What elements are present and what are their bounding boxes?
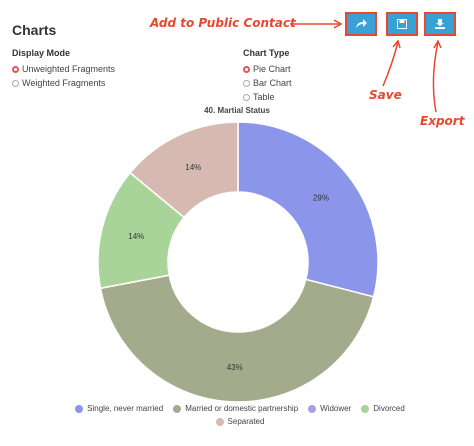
legend-swatch (215, 417, 224, 426)
group-label: Display Mode (12, 48, 71, 58)
legend-swatch (308, 404, 317, 413)
radio-option[interactable]: Weighted Fragments (12, 76, 115, 90)
chart-type: Chart Type Pie Chart Bar Chart Table (243, 48, 292, 104)
radio-option[interactable]: Unweighted Fragments (12, 62, 115, 76)
group-label: Chart Type (243, 48, 290, 58)
option-label: Bar Chart (253, 78, 292, 88)
data-label: 14% (128, 232, 144, 241)
data-label: 29% (313, 194, 329, 203)
annotation: Export (420, 114, 465, 128)
radio-option[interactable]: Bar Chart (243, 76, 292, 90)
radio-option[interactable]: Pie Chart (243, 62, 292, 76)
legend-item[interactable]: Single, never married (75, 404, 163, 413)
annotation: Save (369, 88, 402, 102)
annotation: Add to Public Contact (150, 16, 296, 30)
data-label: 43% (227, 363, 243, 372)
share-button[interactable] (345, 12, 377, 36)
legend: Single, never married Married or domestic… (70, 404, 410, 426)
annotation-arrows (290, 19, 442, 113)
legend-label: Separated (227, 417, 265, 426)
legend-item[interactable]: Married or domestic partnership (173, 404, 298, 413)
legend-item[interactable]: Separated (215, 417, 265, 426)
chart: 40. Martial Status 29% 43% 14% 14% (97, 106, 379, 403)
option-label: Unweighted Fragments (22, 64, 116, 74)
legend-label: Divorced (373, 404, 405, 413)
legend-label: Widower (320, 404, 352, 413)
donut-slice (99, 274, 375, 403)
legend-swatch (361, 404, 370, 413)
legend-item[interactable]: Widower (308, 404, 351, 413)
donut-slice (237, 121, 379, 298)
option-label: Weighted Fragments (22, 78, 106, 88)
option-label: Pie Chart (253, 64, 291, 74)
chart-title: 40. Martial Status (204, 106, 270, 115)
display-mode: Display Mode Unweighted Fragments Weight… (12, 48, 115, 90)
data-label: 14% (185, 163, 201, 172)
radio-option[interactable]: Table (243, 90, 292, 104)
save-button[interactable] (386, 12, 418, 36)
legend-item[interactable]: Divorced (361, 404, 405, 413)
option-label: Table (253, 92, 275, 102)
page-title: Charts (12, 22, 57, 38)
legend-label: Married or domestic partnership (185, 404, 299, 413)
legend-label: Single, never married (87, 404, 164, 413)
legend-swatch (75, 404, 84, 413)
export-button[interactable] (424, 12, 456, 36)
legend-swatch (173, 404, 182, 413)
donut-slice (129, 121, 239, 219)
